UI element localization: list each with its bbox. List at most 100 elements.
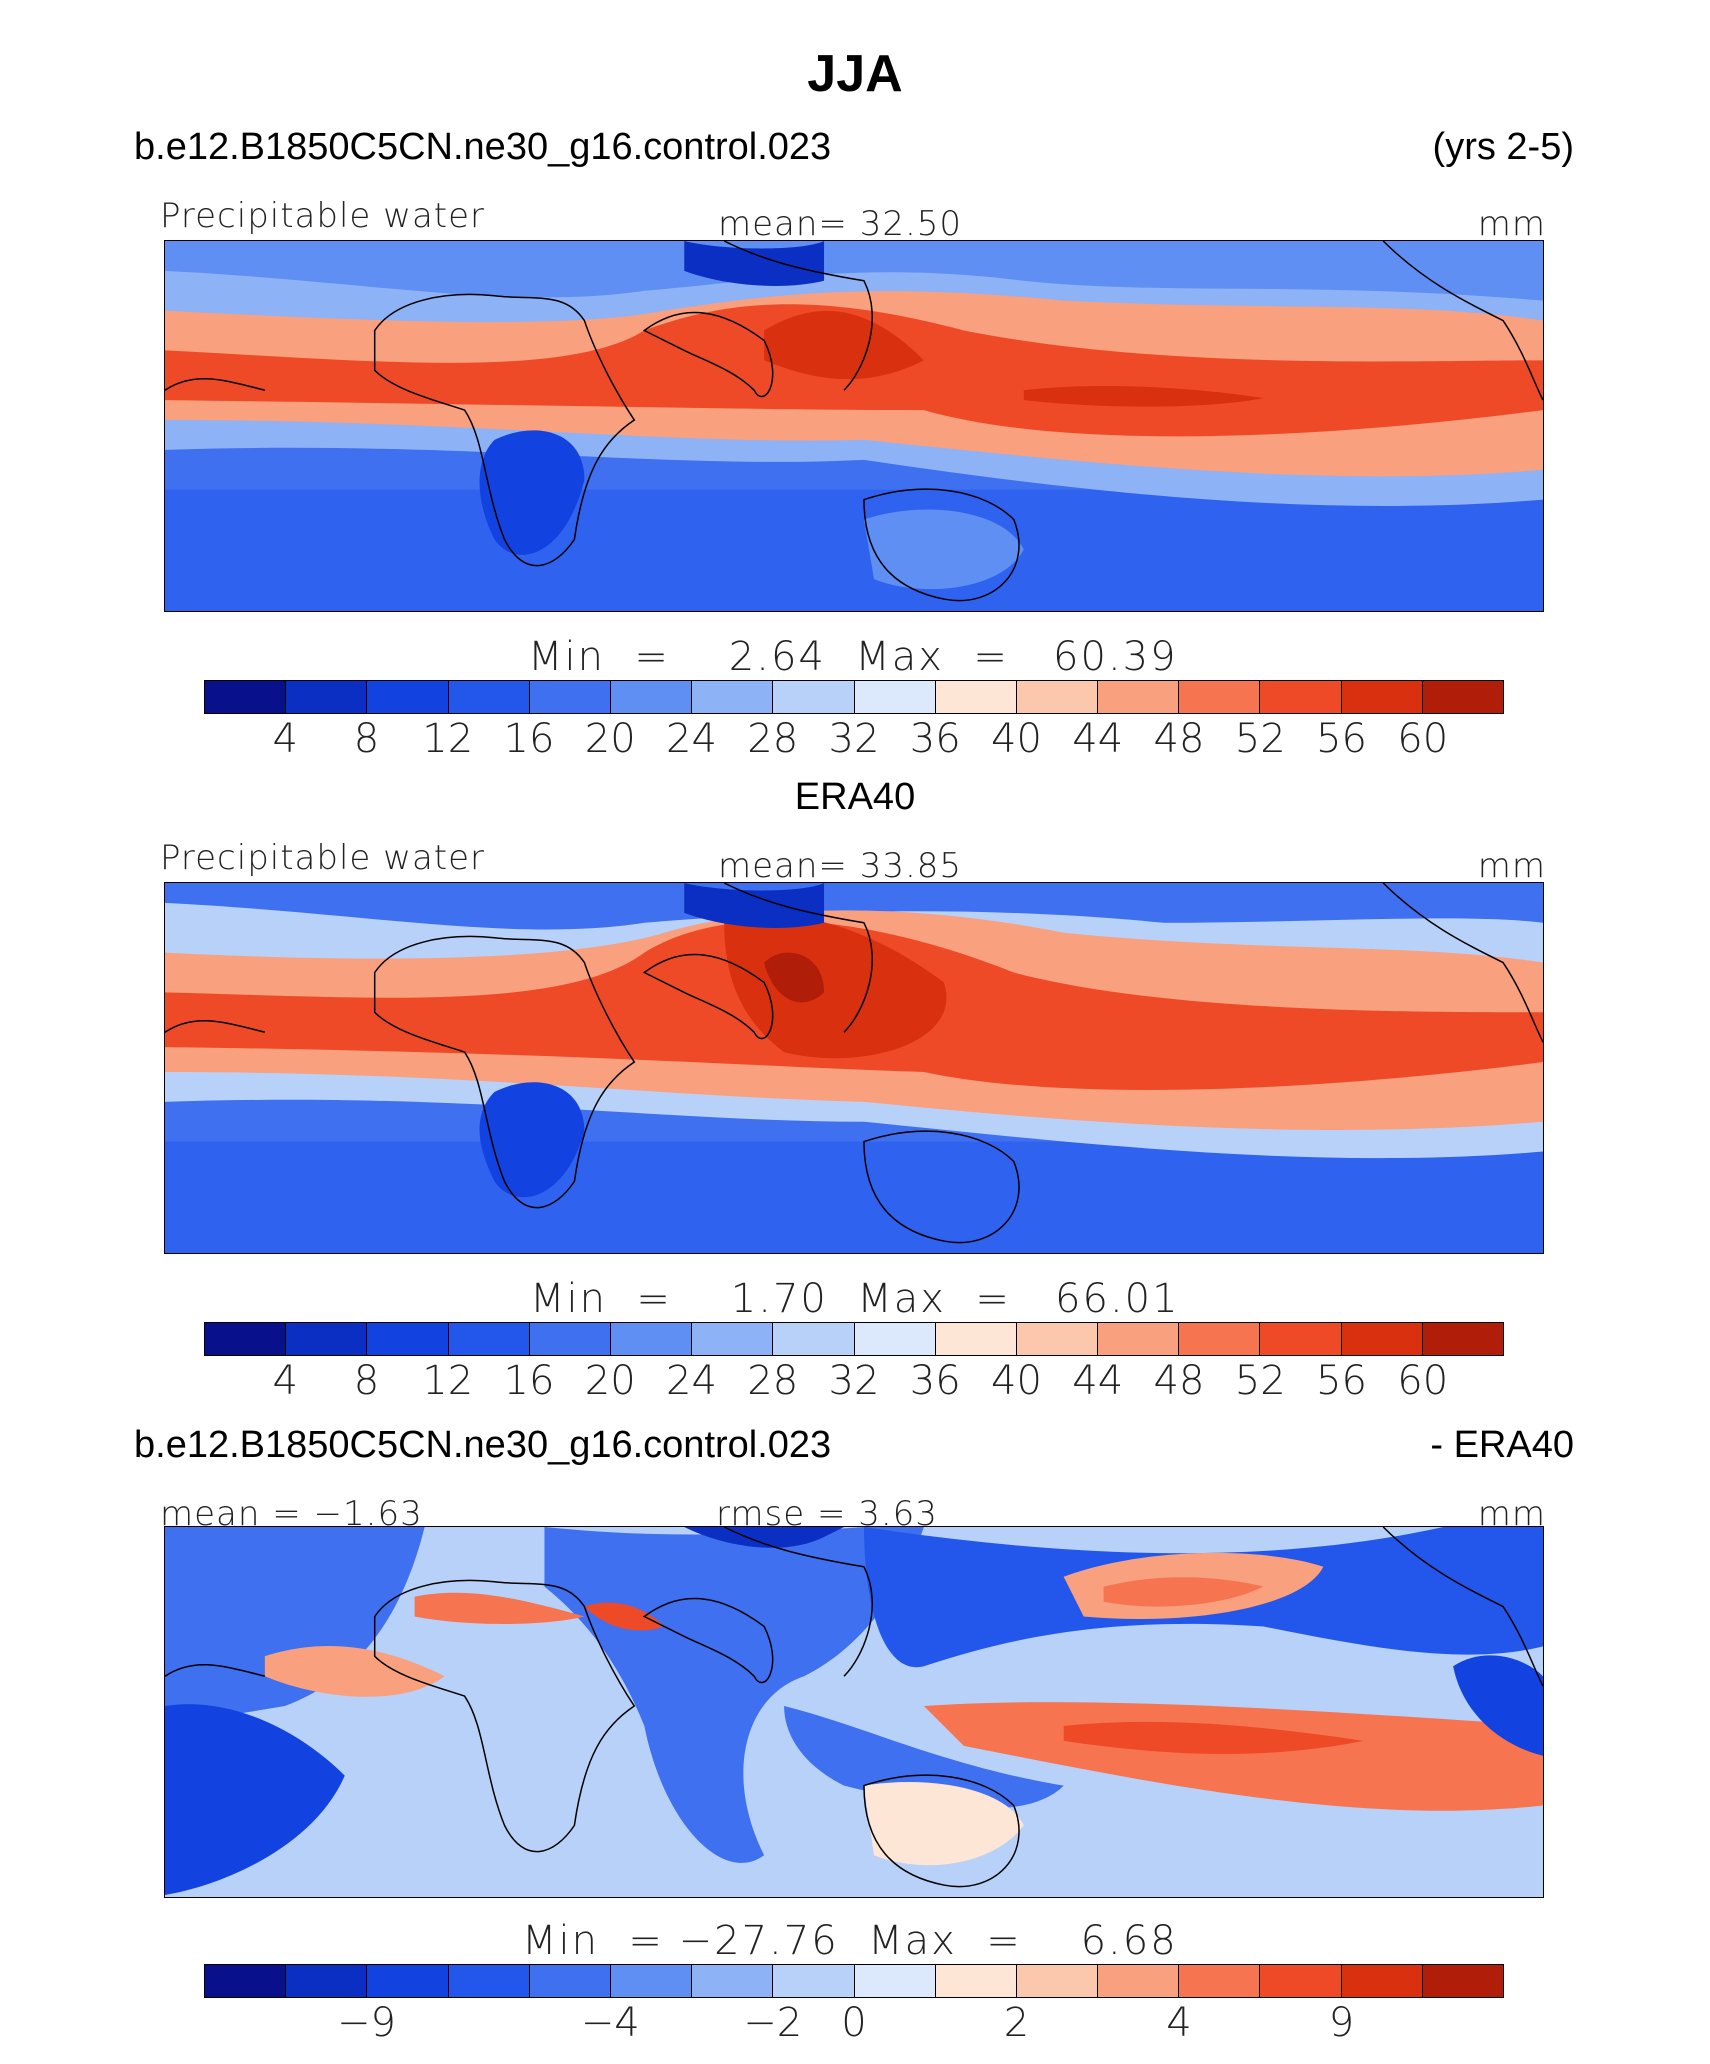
panel2-colorbar-ticks: 4 8 12 16 20 24 28 32 36 40 44 48 52 56 60 xyxy=(204,1358,1504,1404)
panel3-case-name: b.e12.B1850C5CN.ne30_g16.control.023 xyxy=(134,1424,832,1466)
colorbar-tick-label: 8 xyxy=(353,1358,380,1404)
panel1-years: (yrs 2-5) xyxy=(1432,126,1574,168)
colorbar-tick-label: −4 xyxy=(580,2000,640,2046)
colorbar-swatch xyxy=(1179,681,1261,713)
colorbar-tick-label: −2 xyxy=(743,2000,803,2046)
panel3-colorbar-ticks: −9 −4 −2 0 2 4 9 xyxy=(204,2000,1504,2046)
panel2-variable-label: Precipitable water xyxy=(160,838,486,878)
colorbar-swatch xyxy=(1260,681,1342,713)
colorbar-tick-label: 48 xyxy=(1153,716,1205,762)
colorbar-tick-label: 28 xyxy=(747,716,799,762)
panel1-variable-label: Precipitable water xyxy=(160,196,486,236)
colorbar-swatch xyxy=(1098,1965,1180,1997)
colorbar-swatch xyxy=(1260,1965,1342,1997)
panel3-diff-label: - ERA40 xyxy=(1430,1424,1574,1466)
colorbar-swatch xyxy=(529,681,611,713)
colorbar-swatch xyxy=(1422,1965,1503,1997)
colorbar-swatch xyxy=(854,1965,936,1997)
colorbar-swatch xyxy=(1179,1965,1261,1997)
colorbar-swatch xyxy=(1341,1965,1423,1997)
colorbar-swatch xyxy=(1179,1323,1261,1355)
colorbar-tick-label: 8 xyxy=(353,716,380,762)
colorbar-swatch xyxy=(610,1323,693,1355)
colorbar-swatch xyxy=(1098,1323,1180,1355)
colorbar-swatch xyxy=(286,681,368,713)
panel2-units: mm xyxy=(1477,846,1546,886)
colorbar-tick-label: 44 xyxy=(1072,1358,1124,1404)
colorbar-swatch xyxy=(1341,681,1423,713)
panel1-colorbar-ticks: 4 8 12 16 20 24 28 32 36 40 44 48 52 56 60 xyxy=(204,716,1504,762)
colorbar-tick-label: 4 xyxy=(272,1358,298,1404)
colorbar-tick-label: −9 xyxy=(337,2000,396,2046)
colorbar-swatch xyxy=(773,1323,855,1355)
colorbar-tick-label: 52 xyxy=(1234,716,1286,762)
colorbar-tick-label: 16 xyxy=(503,1358,555,1404)
colorbar-swatch xyxy=(367,681,449,713)
colorbar-tick-label: 12 xyxy=(422,1358,474,1404)
colorbar-swatch xyxy=(286,1965,368,1997)
colorbar-swatch xyxy=(529,1323,611,1355)
colorbar-swatch xyxy=(610,681,693,713)
colorbar-swatch xyxy=(773,681,855,713)
panel1-units: mm xyxy=(1477,204,1546,244)
colorbar-swatch xyxy=(692,1965,774,1997)
colorbar-tick-label: 32 xyxy=(828,716,880,762)
colorbar-tick-label: 36 xyxy=(909,1358,961,1404)
colorbar-swatch xyxy=(205,681,287,713)
colorbar-tick-label: 0 xyxy=(841,2000,867,2046)
colorbar-swatch xyxy=(1016,1965,1099,1997)
panel3-colorbar xyxy=(204,1964,1504,1998)
colorbar-swatch xyxy=(367,1965,449,1997)
colorbar-swatch xyxy=(367,1323,449,1355)
colorbar-tick-label: 56 xyxy=(1316,716,1367,762)
colorbar-swatch xyxy=(1260,1323,1342,1355)
colorbar-tick-label: 16 xyxy=(503,716,555,762)
colorbar-tick-label: 20 xyxy=(584,716,636,762)
colorbar-swatch xyxy=(1016,1323,1099,1355)
panel2-minmax: Min = 1.70 Max = 66.01 xyxy=(530,1276,1180,1322)
colorbar-tick-label: 44 xyxy=(1072,716,1124,762)
panel1-mean-label: mean= 32.50 xyxy=(718,204,963,244)
colorbar-tick-label: 48 xyxy=(1153,1358,1205,1404)
colorbar-tick-label: 24 xyxy=(666,716,717,762)
colorbar-tick-label: 4 xyxy=(1166,2000,1192,2046)
colorbar-swatch xyxy=(205,1965,287,1997)
colorbar-swatch xyxy=(448,1965,530,1997)
colorbar-swatch xyxy=(1422,681,1503,713)
colorbar-tick-label: 40 xyxy=(991,716,1042,762)
colorbar-tick-label: 32 xyxy=(828,1358,880,1404)
colorbar-swatch xyxy=(692,681,774,713)
colorbar-tick-label: 20 xyxy=(584,1358,636,1404)
colorbar-tick-label: 28 xyxy=(747,1358,799,1404)
colorbar-swatch xyxy=(529,1965,611,1997)
colorbar-tick-label: 12 xyxy=(422,716,474,762)
panel2-map xyxy=(164,882,1544,1254)
colorbar-swatch xyxy=(935,1965,1017,1997)
colorbar-tick-label: 40 xyxy=(991,1358,1042,1404)
colorbar-swatch xyxy=(205,1323,287,1355)
panel1-map xyxy=(164,240,1544,612)
colorbar-tick-label: 9 xyxy=(1328,2000,1355,2046)
colorbar-swatch xyxy=(935,681,1017,713)
colorbar-tick-label: 56 xyxy=(1316,1358,1367,1404)
colorbar-tick-label: 2 xyxy=(1003,2000,1030,2046)
colorbar-tick-label: 52 xyxy=(1234,1358,1286,1404)
colorbar-swatch xyxy=(854,681,936,713)
panel2-mean-label: mean= 33.85 xyxy=(718,846,963,886)
plot-title: JJA xyxy=(807,45,903,103)
colorbar-swatch xyxy=(1016,681,1099,713)
panel1-colorbar xyxy=(204,680,1504,714)
colorbar-swatch xyxy=(286,1323,368,1355)
colorbar-swatch xyxy=(692,1323,774,1355)
colorbar-swatch xyxy=(448,1323,530,1355)
panel1-minmax: Min = 2.64 Max = 60.39 xyxy=(528,634,1178,680)
panel3-minmax: Min = −27.76 Max = 6.68 xyxy=(522,1918,1178,1964)
colorbar-swatch xyxy=(1422,1323,1503,1355)
panel2-title: ERA40 xyxy=(794,776,916,818)
panel3-map xyxy=(164,1526,1544,1898)
colorbar-tick-label: 4 xyxy=(272,716,298,762)
colorbar-tick-label: 36 xyxy=(909,716,961,762)
colorbar-swatch xyxy=(1341,1323,1423,1355)
colorbar-tick-label: 24 xyxy=(666,1358,717,1404)
colorbar-swatch xyxy=(935,1323,1017,1355)
